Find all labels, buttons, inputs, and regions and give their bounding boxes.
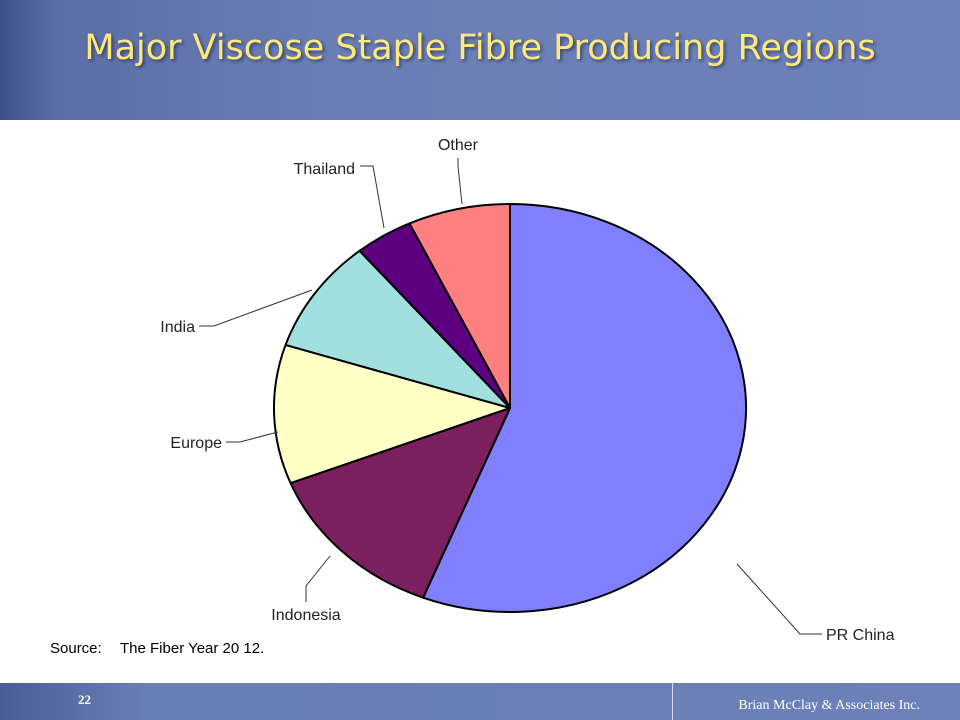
slice-label-india: India [160,319,195,336]
leader-line-pr-china [736,563,822,635]
footer-divider [672,683,673,720]
pie-slice-other [408,203,511,409]
leader-line-thailand [360,165,385,229]
slide-title: Major Viscose Staple Fibre Producing Reg… [84,28,876,68]
slice-label-other: Other [438,137,479,154]
source-label: Source: [50,640,102,657]
source-text: The Fiber Year 20 12. [120,640,265,657]
pie-chart: PR China Indonesia Europe India Thailand Othe… [160,137,895,640]
footer-credit: Brian McClay & Associates Inc. [738,698,920,713]
leader-line-other [457,158,463,205]
page-number: 22 [78,692,91,707]
slice-label-indonesia: Indonesia [271,607,340,624]
leader-line-indonesia [305,555,331,602]
slice-label-europe: Europe [170,435,222,452]
slice-label-thailand: Thailand [294,161,355,178]
leader-line-india [199,289,313,327]
leader-line-europe [226,431,279,443]
pie-slice-india [284,249,511,409]
slide-header [0,0,960,120]
slice-label-pr-china: PR China [826,627,895,640]
pie-slice-pr-china [422,203,748,613]
slide-footer: 22 Brian McClay & Associates Inc. [0,683,960,720]
pie-slice-europe [273,343,511,485]
source-note: Source: The Fiber Year 20 12. [50,640,264,657]
pie-slice-indonesia [289,407,511,599]
